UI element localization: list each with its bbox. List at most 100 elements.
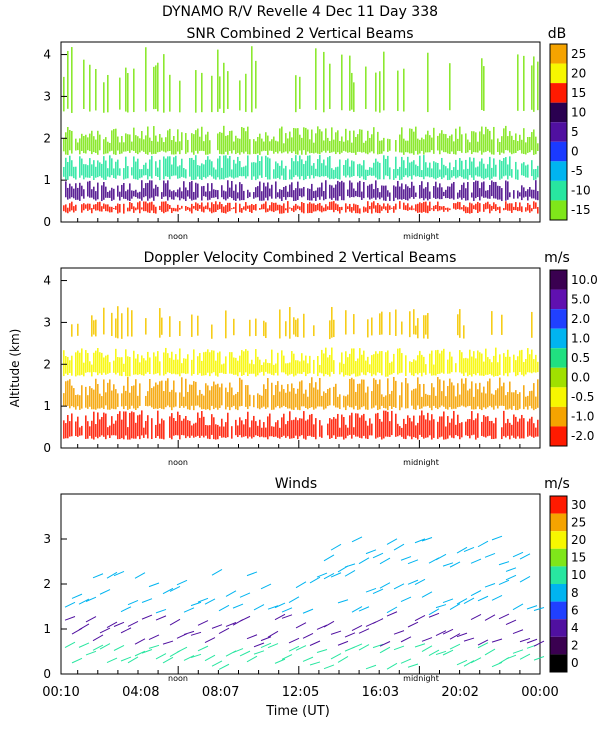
data-cell	[179, 187, 181, 201]
data-cell	[159, 308, 161, 338]
data-cell	[537, 61, 539, 111]
data-cell	[337, 204, 339, 212]
data-cell	[303, 203, 305, 214]
data-cell	[247, 126, 249, 155]
data-cell	[255, 60, 257, 109]
data-cell	[111, 158, 113, 176]
data-cell	[519, 350, 521, 373]
wind-barb	[330, 572, 342, 578]
data-cell	[499, 377, 501, 406]
data-cell	[65, 132, 67, 155]
snr-plot-area	[60, 41, 541, 223]
data-cell	[195, 155, 197, 180]
data-cell	[325, 165, 327, 176]
wind-barb	[400, 636, 412, 643]
data-cell	[471, 131, 473, 155]
data-cell	[453, 385, 455, 409]
data-cell	[465, 421, 467, 436]
data-cell	[117, 306, 119, 339]
data-cell	[429, 135, 431, 153]
wind-barb	[141, 614, 153, 620]
data-cell	[329, 156, 331, 180]
data-cell	[83, 59, 85, 109]
data-cell	[113, 188, 115, 200]
data-cell	[109, 190, 111, 198]
data-cell	[341, 206, 343, 211]
data-cell	[173, 380, 175, 408]
wind-barb	[211, 569, 223, 576]
data-cell	[387, 155, 389, 177]
data-cell	[275, 422, 277, 437]
data-cell	[335, 184, 337, 201]
data-cell	[187, 391, 189, 410]
data-cell	[213, 381, 215, 410]
data-cell	[489, 359, 491, 375]
doppler-plot-area	[60, 267, 541, 449]
wind-barb	[498, 579, 510, 585]
data-cell	[419, 384, 421, 410]
data-cell	[271, 426, 273, 437]
data-cell	[321, 182, 323, 197]
data-cell	[517, 421, 519, 437]
data-cell	[197, 395, 199, 406]
wind-barb	[428, 608, 440, 616]
data-cell	[287, 201, 289, 213]
wind-barb	[106, 621, 118, 628]
data-cell	[113, 168, 115, 178]
wind-barb	[358, 628, 370, 634]
data-cell	[303, 164, 305, 181]
data-cell	[341, 352, 343, 373]
data-cell	[323, 191, 325, 201]
data-cell	[249, 319, 251, 337]
data-cell	[405, 423, 407, 440]
data-cell	[207, 425, 209, 439]
wind-barb	[435, 604, 447, 609]
data-cell	[473, 351, 475, 374]
data-cell	[297, 161, 299, 177]
data-cell	[469, 142, 471, 151]
data-cell	[143, 358, 145, 376]
data-cell	[501, 136, 503, 153]
data-cell	[201, 186, 203, 201]
time-tick-label: 12:05	[282, 685, 319, 700]
data-cell	[447, 359, 449, 374]
data-cell	[373, 354, 375, 375]
data-cell	[311, 183, 313, 201]
data-cell	[135, 189, 137, 198]
data-cell	[63, 76, 65, 112]
data-cell	[339, 427, 341, 437]
data-cell	[161, 317, 163, 335]
data-cell	[273, 395, 275, 410]
data-cell	[115, 205, 117, 210]
wind-barb	[407, 663, 419, 668]
data-cell	[247, 385, 249, 410]
data-cell	[403, 418, 405, 439]
data-cell	[103, 156, 105, 180]
data-cell	[103, 379, 105, 410]
data-cell	[523, 418, 525, 439]
data-cell	[205, 424, 207, 436]
data-cell	[89, 426, 91, 436]
data-cell	[193, 191, 195, 200]
data-cell	[307, 396, 309, 410]
data-cell	[229, 352, 231, 374]
data-cell	[293, 388, 295, 410]
wind-barb	[316, 572, 328, 578]
wind-barb	[337, 599, 349, 604]
data-cell	[493, 355, 495, 377]
data-cell	[403, 160, 405, 178]
data-cell	[321, 425, 323, 438]
data-cell	[497, 207, 499, 210]
data-layer-upper	[323, 535, 531, 573]
data-cell	[219, 76, 221, 109]
data-cell	[507, 349, 509, 377]
data-cell	[459, 423, 461, 440]
data-cell	[169, 316, 171, 337]
data-cell	[395, 186, 397, 198]
data-cell	[323, 159, 325, 177]
data-cell	[473, 396, 475, 410]
data-cell	[279, 427, 281, 439]
data-cell	[201, 393, 203, 410]
data-cell	[467, 168, 469, 180]
data-cell	[481, 58, 483, 111]
